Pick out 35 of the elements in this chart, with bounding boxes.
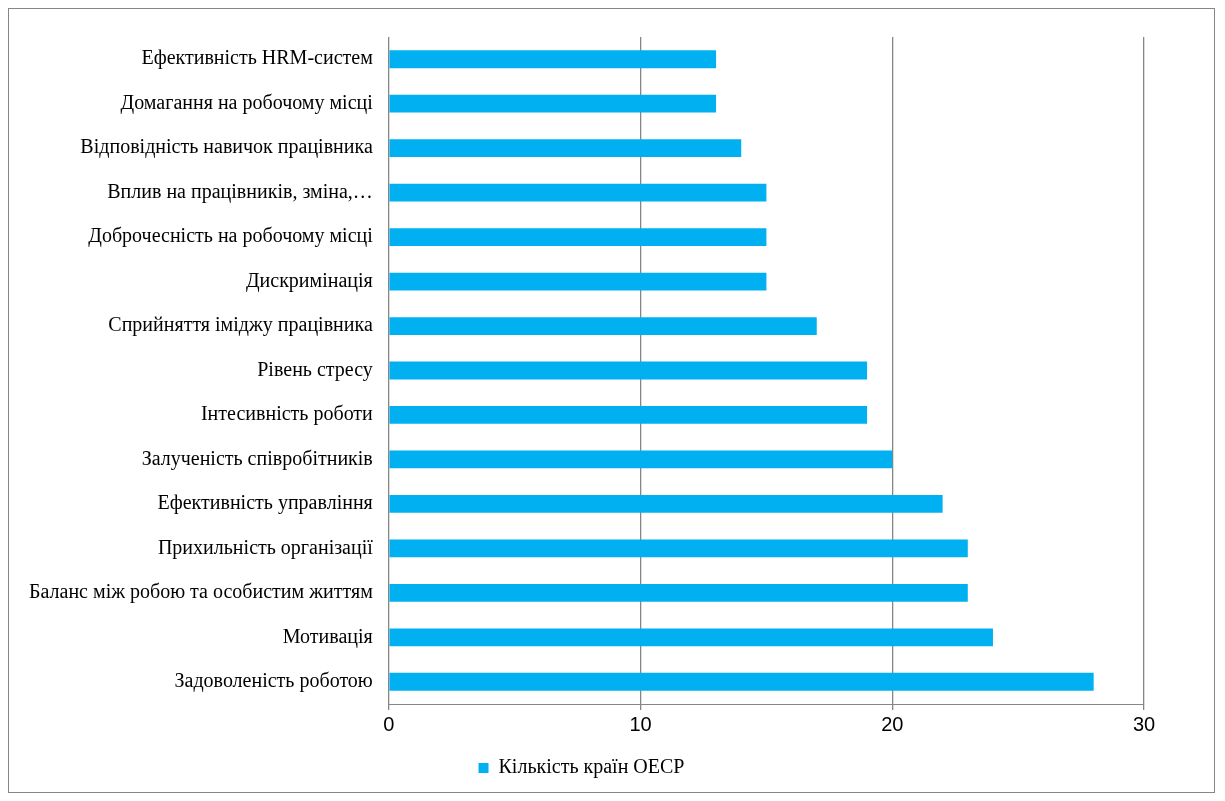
y-tick-label: Баланс між робою та особистим життям bbox=[29, 580, 374, 604]
x-tick-label: 30 bbox=[1132, 712, 1156, 735]
bar bbox=[389, 495, 943, 513]
y-tick-label: Інтесивність роботи bbox=[200, 402, 374, 426]
x-tick-label: 20 bbox=[881, 712, 904, 735]
y-tick-label: Ефективність управління bbox=[157, 491, 373, 515]
bar bbox=[389, 272, 767, 291]
bar bbox=[389, 50, 717, 69]
bar bbox=[389, 583, 968, 602]
x-tick-label: 0 bbox=[383, 712, 395, 735]
y-tick-label: Домагання на робочому місці bbox=[120, 90, 374, 114]
bar bbox=[389, 139, 742, 158]
y-tick-label: Дискримінація bbox=[245, 268, 373, 292]
y-tick-label: Залученість співробітників bbox=[141, 446, 373, 470]
y-tick-label: Задоволеність роботою bbox=[174, 669, 373, 693]
x-tick-label: 10 bbox=[629, 712, 652, 735]
bar bbox=[389, 672, 1094, 691]
y-tick-label: Рівень стресу bbox=[257, 357, 373, 381]
bar bbox=[389, 183, 767, 202]
y-tick-label: Вплив на працівників, зміна,… bbox=[107, 179, 373, 203]
bar bbox=[389, 94, 717, 113]
y-tick-label: Ефективність HRM-систем bbox=[141, 46, 374, 70]
y-tick-label: Прихильність організації bbox=[157, 535, 374, 559]
bar bbox=[389, 317, 817, 335]
y-tick-label: Відповідність навичок працівника bbox=[80, 135, 373, 159]
bar bbox=[389, 628, 993, 647]
y-tick-label: Мотивація bbox=[282, 624, 373, 648]
bar bbox=[389, 361, 868, 380]
bar bbox=[389, 406, 868, 424]
bar bbox=[389, 228, 767, 246]
y-tick-label: Доброчесність на робочому місці bbox=[88, 224, 374, 248]
legend-label: Кількість країн ОЕСР bbox=[498, 755, 685, 779]
y-tick-label: Сприйняття іміджу працівника bbox=[108, 313, 373, 337]
bar bbox=[389, 450, 893, 469]
bar bbox=[389, 539, 968, 558]
